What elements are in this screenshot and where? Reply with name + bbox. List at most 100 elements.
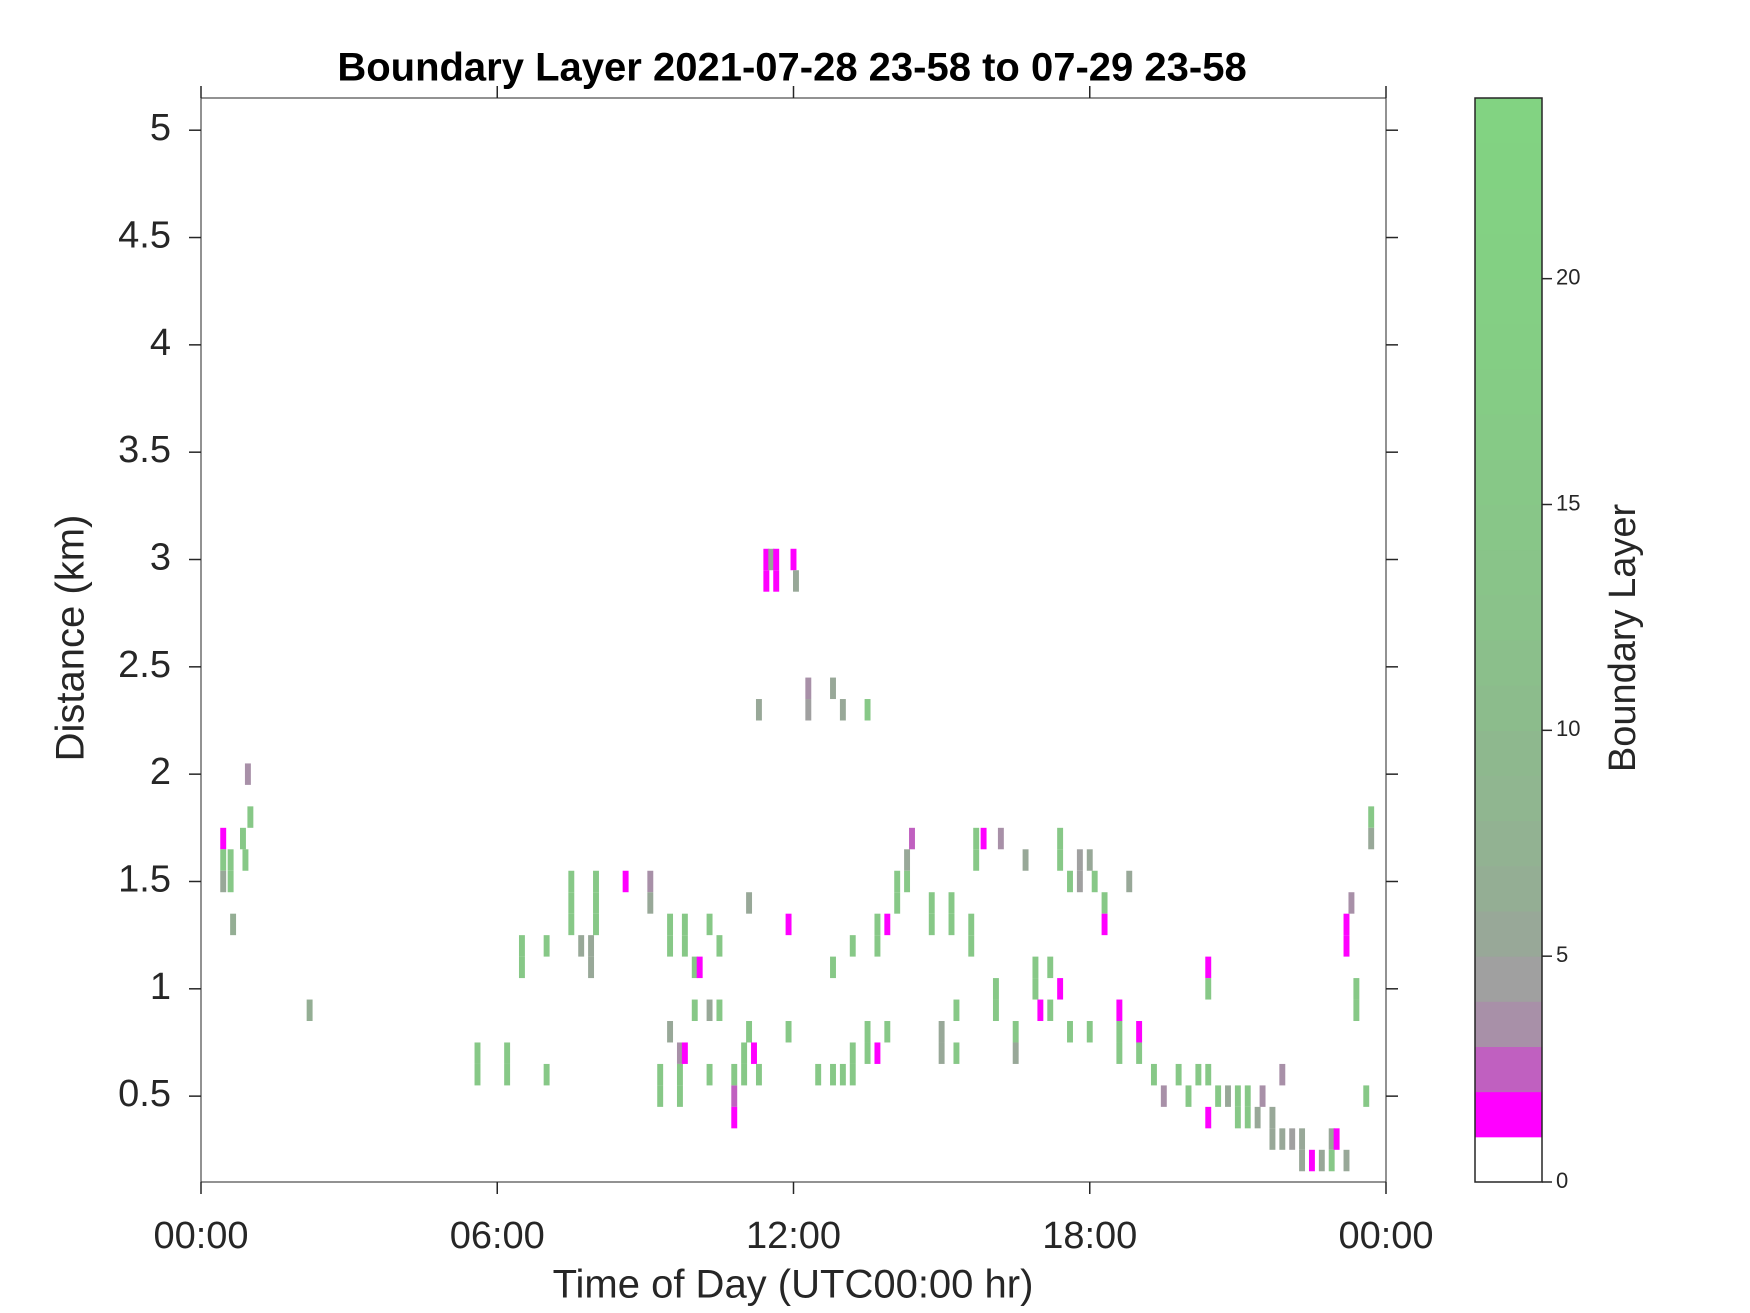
cell — [741, 1042, 748, 1064]
cell — [716, 935, 723, 957]
cell — [968, 935, 975, 957]
y-tick-label: 4.5 — [118, 215, 171, 257]
cell — [1205, 978, 1212, 1000]
cell — [790, 548, 797, 571]
cell — [1205, 1106, 1212, 1129]
chart-title: Boundary Layer 2021-07-28 23-58 to 07-29… — [337, 46, 1246, 90]
cell — [681, 1042, 688, 1064]
cell — [1032, 978, 1039, 1000]
cell — [1195, 1063, 1202, 1086]
cell — [755, 1063, 762, 1086]
cell — [568, 913, 575, 936]
cell — [864, 1021, 871, 1043]
cell — [1205, 1063, 1212, 1086]
colorbar-band — [1475, 640, 1542, 686]
colorbar-tick-label: 10 — [1556, 716, 1580, 741]
cell — [894, 892, 901, 914]
cell — [676, 1085, 683, 1107]
cell — [768, 548, 775, 571]
cell — [676, 1063, 683, 1086]
cell — [1254, 1106, 1261, 1129]
cell — [504, 1042, 511, 1064]
cell — [1116, 1042, 1123, 1064]
y-axis-label: Distance (km) — [49, 515, 93, 762]
cell — [1136, 1042, 1143, 1064]
cell — [227, 849, 234, 871]
cell — [839, 699, 846, 721]
cell — [1091, 870, 1098, 893]
cell — [864, 1042, 871, 1064]
colorbar-band — [1475, 730, 1542, 776]
cell — [997, 827, 1004, 850]
cell — [731, 1085, 738, 1107]
cell — [1269, 1106, 1276, 1129]
cell — [746, 1021, 753, 1043]
cell — [773, 570, 780, 592]
cell — [568, 892, 575, 914]
cell — [1299, 1149, 1306, 1172]
colorbar-band — [1475, 1001, 1542, 1047]
cell — [1116, 999, 1123, 1022]
cell — [953, 1042, 960, 1064]
cell — [1279, 1128, 1286, 1150]
cell — [973, 849, 980, 871]
colorbar-frame — [1474, 97, 1543, 1183]
colorbar-band — [1475, 1091, 1542, 1138]
cell — [1205, 956, 1212, 979]
cell — [830, 677, 836, 700]
cell — [657, 1063, 664, 1086]
cell — [220, 870, 227, 893]
cell — [1343, 935, 1350, 957]
cell — [1101, 892, 1108, 914]
cell — [830, 1063, 836, 1086]
cell — [1363, 1085, 1370, 1107]
cell — [518, 956, 525, 979]
cell — [1215, 1085, 1222, 1107]
cell — [474, 1063, 481, 1086]
colorbar-band — [1475, 911, 1542, 957]
cell — [474, 1042, 481, 1064]
colorbar-band — [1475, 594, 1542, 641]
cell — [1308, 1149, 1315, 1172]
cell — [1012, 1021, 1019, 1043]
cell — [909, 827, 915, 850]
colorbar-band — [1475, 504, 1542, 551]
colorbar-band — [1475, 323, 1542, 370]
cell — [588, 956, 595, 979]
cell — [731, 1106, 738, 1129]
cell — [1353, 978, 1360, 1000]
cell — [953, 999, 960, 1022]
colorbar-band — [1475, 685, 1542, 731]
cell — [763, 548, 770, 571]
colorbar-band — [1475, 775, 1542, 822]
x-tick-label: 12:00 — [746, 1215, 841, 1257]
cell — [1037, 999, 1044, 1022]
colorbar-label: Boundary Layer — [1602, 504, 1644, 773]
cell — [849, 1063, 856, 1086]
cell — [1160, 1085, 1167, 1107]
cell — [741, 1063, 748, 1086]
cell — [928, 913, 935, 936]
colorbar-band — [1475, 1136, 1542, 1183]
cell — [647, 892, 654, 914]
cell — [1259, 1085, 1266, 1107]
cell — [805, 699, 812, 721]
cell — [884, 913, 891, 936]
cell — [230, 913, 237, 936]
cell — [1328, 1149, 1335, 1172]
colorbar-band — [1475, 865, 1542, 912]
cell — [244, 763, 251, 785]
cell — [1333, 1128, 1340, 1150]
cell — [731, 1063, 738, 1086]
cell — [242, 849, 249, 871]
cell — [992, 978, 999, 1000]
cell — [593, 892, 599, 914]
colorbar-band — [1475, 233, 1542, 280]
cell — [681, 913, 688, 936]
cell — [1101, 913, 1108, 936]
cell — [518, 935, 525, 957]
x-tick-label: 06:00 — [450, 1215, 545, 1257]
cell — [504, 1063, 511, 1086]
cell — [874, 935, 881, 957]
cell — [849, 1042, 856, 1064]
